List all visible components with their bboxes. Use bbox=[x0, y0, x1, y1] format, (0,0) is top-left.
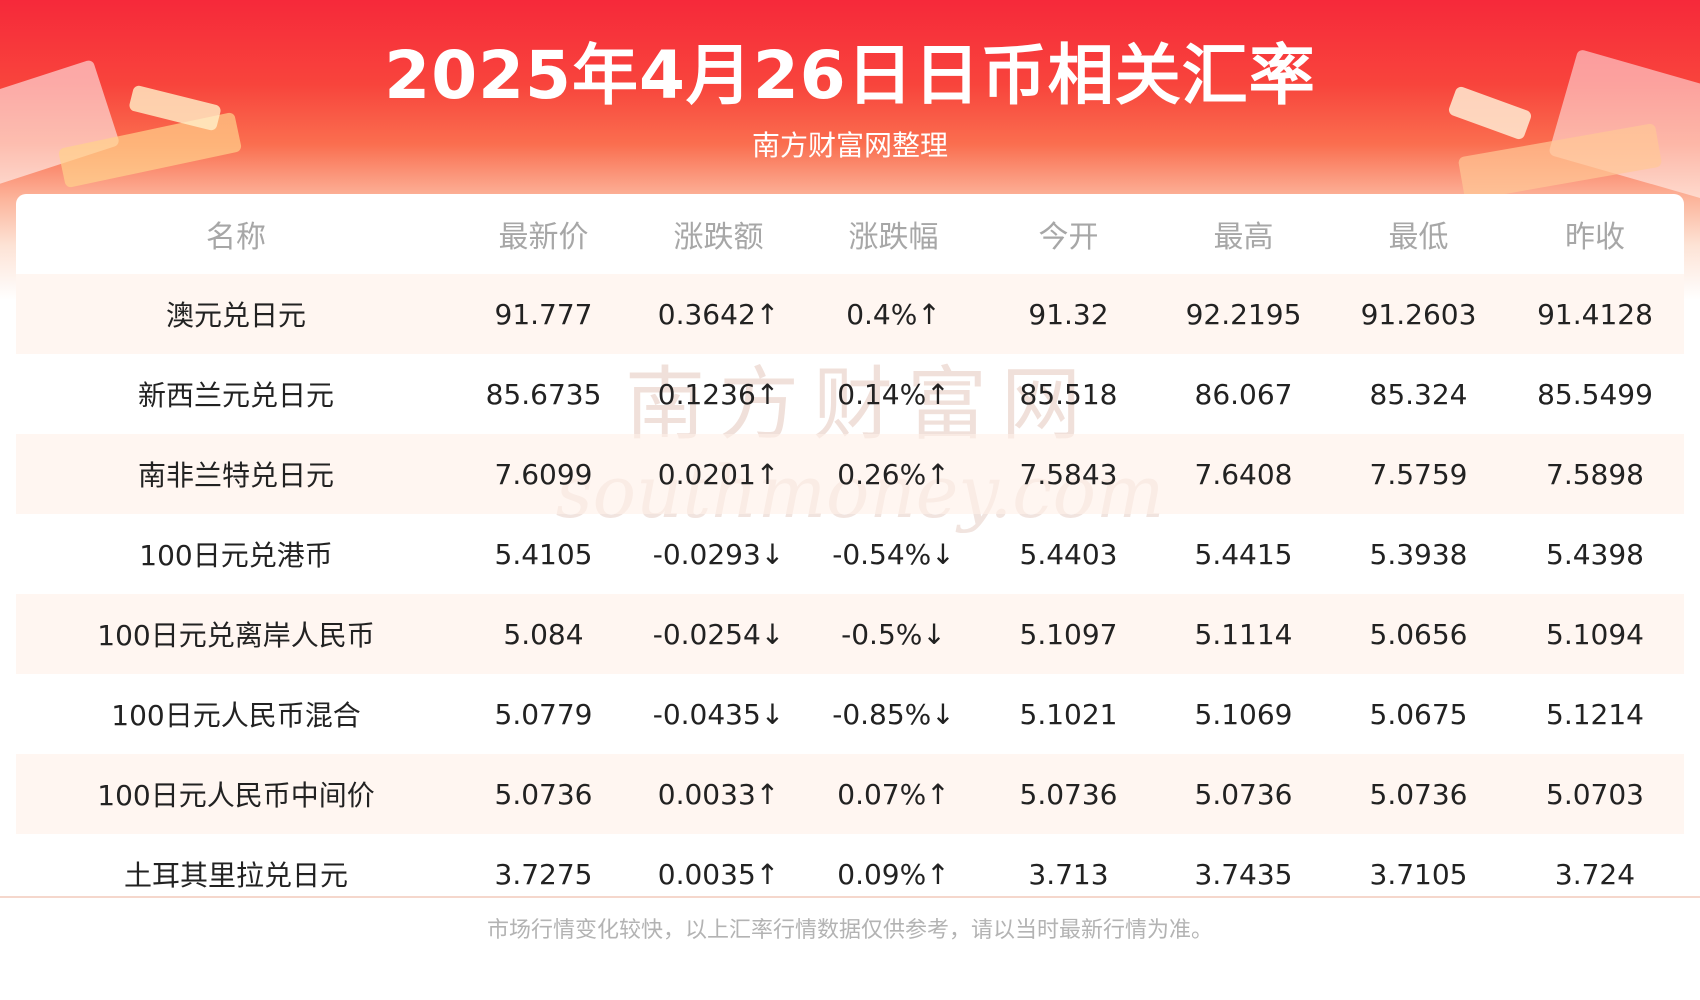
cell-prev: 91.4128 bbox=[1506, 274, 1684, 354]
cell-low: 5.0675 bbox=[1369, 697, 1468, 731]
cell-pct: 0.14%↑ bbox=[837, 377, 950, 411]
cell-open: 5.1021 bbox=[1019, 697, 1118, 731]
cell-name: 南非兰特兑日元 bbox=[16, 434, 456, 514]
cell-name: 土耳其里拉兑日元 bbox=[123, 859, 348, 892]
cell-high: 7.6408 bbox=[1156, 434, 1331, 514]
cell-name: 新西兰元兑日元 bbox=[137, 379, 334, 412]
cell-open: 91.32 bbox=[981, 274, 1156, 354]
cell-low: 5.0656 bbox=[1331, 594, 1506, 674]
table-row: 100日元兑港币 5.4105 -0.0293↓ -0.54%↓ 5.4403 … bbox=[16, 514, 1684, 594]
rates-table: 名称 最新价 涨跌额 涨跌幅 今开 最高 最低 昨收 澳元兑日元 91.777 … bbox=[16, 194, 1684, 914]
col-header-open: 今开 bbox=[1038, 220, 1099, 255]
cell-low: 7.5759 bbox=[1331, 434, 1506, 514]
cell-name: 100日元人民币中间价 bbox=[16, 754, 456, 834]
cell-pct: 0.09%↑ bbox=[837, 857, 950, 891]
cell-high: 5.4415 bbox=[1194, 537, 1293, 571]
cell-latest: 91.777 bbox=[456, 274, 631, 354]
table-header-row: 名称 最新价 涨跌额 涨跌幅 今开 最高 最低 昨收 bbox=[16, 194, 1684, 274]
cell-latest: 85.6735 bbox=[485, 377, 602, 411]
cell-open: 5.0736 bbox=[981, 754, 1156, 834]
cell-prev: 85.5499 bbox=[1537, 377, 1653, 411]
cell-change: 0.3642↑ bbox=[631, 274, 806, 354]
cell-high: 3.7435 bbox=[1194, 857, 1293, 891]
cell-name: 100日元兑离岸人民币 bbox=[16, 594, 456, 674]
table-row: 100日元人民币中间价 5.0736 0.0033↑ 0.07%↑ 5.0736… bbox=[16, 754, 1684, 834]
cell-change: 0.0201↑ bbox=[631, 434, 806, 514]
col-header-prev: 昨收 bbox=[1565, 220, 1625, 255]
cell-pct: -0.5%↓ bbox=[806, 594, 981, 674]
cell-open: 85.518 bbox=[1019, 377, 1118, 411]
cell-low: 85.324 bbox=[1369, 377, 1468, 411]
cell-change: -0.0254↓ bbox=[631, 594, 806, 674]
cell-pct: 0.26%↑ bbox=[806, 434, 981, 514]
cell-pct: -0.85%↓ bbox=[832, 697, 955, 731]
cell-pct: -0.54%↓ bbox=[832, 537, 955, 571]
cell-high: 5.1114 bbox=[1156, 594, 1331, 674]
cell-change: -0.0435↓ bbox=[652, 697, 785, 731]
cell-prev: 5.4398 bbox=[1546, 537, 1644, 571]
col-header-low: 最低 bbox=[1388, 220, 1449, 255]
cell-name: 澳元兑日元 bbox=[16, 274, 456, 354]
cell-open: 5.4403 bbox=[1019, 537, 1118, 571]
cell-prev: 3.724 bbox=[1554, 857, 1636, 891]
cell-change: 0.0033↑ bbox=[631, 754, 806, 834]
cell-change: 0.0035↑ bbox=[657, 857, 780, 891]
cell-pct: 0.4%↑ bbox=[806, 274, 981, 354]
cell-prev: 5.0703 bbox=[1506, 754, 1684, 834]
col-header-pct: 涨跌幅 bbox=[848, 220, 939, 255]
cell-high: 5.0736 bbox=[1156, 754, 1331, 834]
cell-open: 5.1097 bbox=[981, 594, 1156, 674]
disclaimer-note: 市场行情变化较快，以上汇率行情数据仅供参考，请以当时最新行情为准。 bbox=[486, 918, 1213, 943]
table-row: 100日元兑离岸人民币 5.084 -0.0254↓ -0.5%↓ 5.1097… bbox=[16, 594, 1684, 674]
cell-name: 100日元兑港币 bbox=[139, 539, 333, 572]
cell-high: 5.1069 bbox=[1194, 697, 1293, 731]
cell-low: 91.2603 bbox=[1331, 274, 1506, 354]
cell-high: 86.067 bbox=[1194, 377, 1293, 411]
cell-latest: 5.4105 bbox=[494, 537, 593, 571]
page-title: 2025年4月26日日币相关汇率 bbox=[384, 37, 1316, 114]
cell-prev: 5.1094 bbox=[1506, 594, 1684, 674]
cell-change: 0.1236↑ bbox=[657, 377, 780, 411]
cell-latest: 5.0736 bbox=[456, 754, 631, 834]
cell-latest: 7.6099 bbox=[456, 434, 631, 514]
cell-prev: 5.1214 bbox=[1546, 697, 1644, 731]
cell-open: 3.713 bbox=[1028, 857, 1109, 891]
cell-low: 5.0736 bbox=[1331, 754, 1506, 834]
col-header-latest: 最新价 bbox=[498, 220, 589, 255]
cell-pct: 0.07%↑ bbox=[806, 754, 981, 834]
cell-latest: 5.0779 bbox=[494, 697, 593, 731]
cell-open: 7.5843 bbox=[981, 434, 1156, 514]
table-row: 土耳其里拉兑日元 3.7275 0.0035↑ 0.09%↑ 3.713 3.7… bbox=[16, 834, 1684, 914]
table-row: 新西兰元兑日元 85.6735 0.1236↑ 0.14%↑ 85.518 86… bbox=[16, 354, 1684, 434]
cell-prev: 7.5898 bbox=[1506, 434, 1684, 514]
page-subtitle: 南方财富网整理 bbox=[751, 129, 948, 162]
col-header-change: 涨跌额 bbox=[673, 220, 764, 255]
cell-low: 5.3938 bbox=[1369, 537, 1468, 571]
cell-latest: 3.7275 bbox=[494, 857, 593, 891]
col-header-name: 名称 bbox=[206, 220, 266, 255]
cell-change: -0.0293↓ bbox=[652, 537, 785, 571]
footer-divider bbox=[0, 896, 1700, 898]
cell-low: 3.7105 bbox=[1369, 857, 1468, 891]
col-header-high: 最高 bbox=[1213, 220, 1274, 255]
cell-latest: 5.084 bbox=[456, 594, 631, 674]
table-row: 澳元兑日元 91.777 0.3642↑ 0.4%↑ 91.32 92.2195… bbox=[16, 274, 1684, 354]
table-row: 100日元人民币混合 5.0779 -0.0435↓ -0.85%↓ 5.102… bbox=[16, 674, 1684, 754]
cell-name: 100日元人民币混合 bbox=[111, 699, 361, 732]
table-row: 南非兰特兑日元 7.6099 0.0201↑ 0.26%↑ 7.5843 7.6… bbox=[16, 434, 1684, 514]
cell-high: 92.2195 bbox=[1156, 274, 1331, 354]
